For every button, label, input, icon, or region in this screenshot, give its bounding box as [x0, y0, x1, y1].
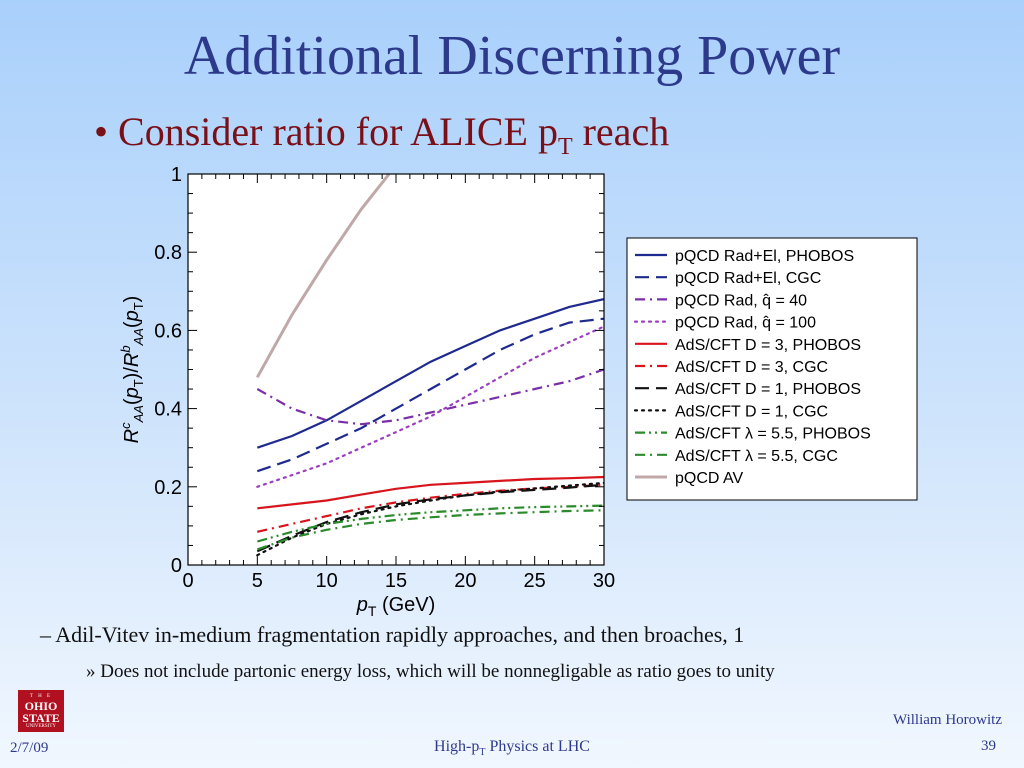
x-tick-label: 20: [454, 570, 476, 592]
legend-label-10: pQCD AV: [675, 470, 744, 487]
series-line-8: [257, 504, 604, 543]
author-name: William Horowitz: [893, 712, 1002, 728]
legend-label-5: AdS/CFT D = 3, CGC: [675, 359, 828, 376]
series-line-6: [256, 483, 604, 553]
legend-box: [626, 237, 918, 501]
bullet-point: • Consider ratio for ALICE pT reach: [94, 109, 670, 160]
series-line-4: [257, 475, 604, 510]
series-line-10: [255, 174, 391, 379]
y-tick-label: 0.6: [154, 320, 182, 342]
x-tick-label: 30: [593, 570, 615, 592]
axes: 0 5 10 15 20 25 30 0 0.2 0.4 0.6 0.8 1 pT (GeV) RcAA(p…: [118, 164, 615, 619]
legend-label-9: AdS/CFT λ = 5.5, CGC: [675, 448, 838, 465]
series-line-7: [256, 481, 604, 557]
legend: pQCD Rad+El, PHOBOS pQCD Rad+El, CGC pQCD …: [626, 237, 918, 501]
page-number: 39: [981, 738, 996, 754]
x-axis-label: pT (GeV): [356, 594, 436, 619]
x-tick-label: 0: [182, 570, 193, 592]
plot-area: [188, 174, 604, 565]
legend-label-2: pQCD Rad, q̂ = 40: [675, 292, 807, 309]
footer-text-end: Physics at LHC: [485, 738, 590, 755]
x-tick-label: 25: [524, 570, 546, 592]
series-line-5: [257, 483, 604, 533]
legend-label-0: pQCD Rad+El, PHOBOS: [675, 248, 854, 265]
series-line-2: [256, 368, 604, 426]
y-tick-label: 0: [171, 555, 182, 577]
sub-bullet-1: – Adil-Vitev in-medium fragmentation rap…: [40, 622, 745, 647]
series-line-0: [256, 298, 604, 449]
slide-date: 2/7/09: [10, 740, 49, 756]
logo-line-2a: OHIO: [24, 699, 58, 713]
legend-label-4: AdS/CFT D = 3, PHOBOS: [675, 337, 861, 354]
footer-title: High-pT Physics at LHC: [0, 738, 1024, 758]
bullet-text: Consider ratio for ALICE p: [118, 109, 558, 154]
y-tick-label: 0.8: [154, 242, 182, 264]
logo-line-1: T H E: [29, 694, 53, 699]
footer-text: High-p: [434, 738, 480, 755]
x-tick-label: 15: [385, 570, 407, 592]
chart: pQCD Rad+El, PHOBOS pQCD Rad+El, CGC pQCD …: [118, 164, 918, 619]
y-tick-label: 0.2: [154, 477, 182, 499]
y-axis-label: RcAA(pT)/RbAA(pT): [118, 296, 146, 444]
plot-layer: [188, 174, 604, 565]
footer-subscript: T: [479, 747, 486, 759]
bullet-marker: •: [94, 109, 109, 154]
bullet-text-end: reach: [572, 109, 670, 154]
y-tick-label: 0.4: [154, 399, 182, 421]
series-line-9: [256, 509, 604, 551]
y-tick-label: 1: [171, 164, 182, 186]
legend-label-3: pQCD Rad, q̂ = 100: [675, 315, 816, 332]
x-tick-label: 5: [252, 570, 263, 592]
legend-label-7: AdS/CFT D = 1, CGC: [675, 403, 828, 420]
bullet-subscript: T: [557, 134, 573, 160]
logo-line-3: UNIVERSITY: [26, 724, 56, 729]
legend-label-6: AdS/CFT D = 1, PHOBOS: [675, 381, 861, 398]
legend-label-1: pQCD Rad+El, CGC: [675, 270, 821, 287]
series-line-1: [256, 317, 604, 473]
logo-line-2b: STATE: [22, 711, 60, 725]
slide-title: Additional Discerning Power: [183, 25, 841, 87]
ohio-state-logo: T H E OHIO STATE UNIVERSITY: [18, 690, 64, 732]
legend-label-8: AdS/CFT λ = 5.5, PHOBOS: [675, 426, 871, 443]
x-tick-label: 10: [316, 570, 338, 592]
sub-bullet-2: » Does not include partonic energy loss,…: [86, 661, 775, 682]
